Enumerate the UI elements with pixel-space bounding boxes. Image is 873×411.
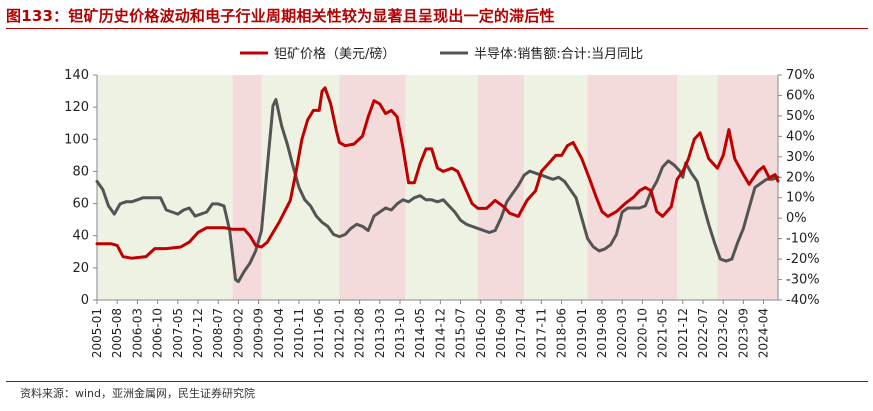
series-lines bbox=[95, 86, 780, 284]
background-band bbox=[677, 75, 718, 300]
x-tick-label: 2023-09 bbox=[736, 308, 750, 358]
y-right-tick-label: -10% bbox=[786, 232, 820, 247]
chart: 0 20 40 60 80 100 120 140 -40% -30% -20% -10% 0% 10% 2… bbox=[64, 46, 819, 358]
background-band bbox=[587, 75, 678, 300]
x-tick-label: 2016-02 bbox=[474, 308, 488, 358]
x-tick-label: 2005-08 bbox=[110, 308, 124, 358]
source-note: 资料来源：wind，亚洲金属网，民生证券研究院 bbox=[20, 387, 256, 400]
x-tick-label: 2007-12 bbox=[191, 308, 205, 358]
x-tick-label: 2012-01 bbox=[332, 308, 346, 358]
y-right-tick-label: 10% bbox=[786, 191, 815, 206]
x-tick-label: 2007-05 bbox=[171, 308, 185, 358]
x-tick-label: 2015-07 bbox=[454, 308, 468, 358]
x-tick-label: 2006-10 bbox=[151, 308, 165, 358]
x-tick-label: 2020-10 bbox=[635, 308, 649, 358]
x-tick-label: 2017-11 bbox=[534, 308, 548, 358]
y-right-tick-label: -30% bbox=[786, 273, 820, 288]
background-band bbox=[232, 75, 262, 300]
title-rule bbox=[6, 28, 868, 29]
y-left-tick-label: 20 bbox=[72, 261, 89, 276]
x-tick-label: 2010-04 bbox=[272, 308, 286, 358]
y-right-tick-label: 20% bbox=[786, 170, 815, 185]
background-band bbox=[717, 75, 778, 300]
tantalum-price-line bbox=[95, 86, 780, 260]
x-tick-label: 2011-06 bbox=[312, 308, 326, 358]
x-tick-label: 2012-08 bbox=[353, 308, 367, 358]
x-tick-label: 2010-11 bbox=[292, 308, 306, 358]
x-tick-label: 2009-09 bbox=[252, 308, 266, 358]
y-left-tick-label: 120 bbox=[64, 100, 89, 115]
background-band bbox=[524, 75, 588, 300]
y-right-tick-label: 0% bbox=[786, 211, 807, 226]
x-tick-label: 2014-12 bbox=[433, 308, 447, 358]
y-left-tick-label: 40 bbox=[72, 229, 89, 244]
y-left-tick-label: 60 bbox=[72, 197, 89, 212]
y-left-tick-label: 140 bbox=[64, 68, 89, 83]
x-tick-label: 2019-08 bbox=[595, 308, 609, 358]
y-right-tick-label: 40% bbox=[786, 129, 815, 144]
y-left-tick-label: 80 bbox=[72, 164, 89, 179]
figure-title: 图133：钽矿历史价格波动和电子行业周期相关性较为显著且呈现出一定的滞后性 bbox=[6, 7, 555, 25]
tick-labels: 0 20 40 60 80 100 120 140 -40% -30% -20% -10% 0% 10% 2… bbox=[64, 68, 819, 358]
x-tick-label: 2021-05 bbox=[656, 308, 670, 358]
semiconductor-yoy-line bbox=[95, 98, 780, 284]
y-left-tick-label: 0 bbox=[81, 293, 89, 308]
x-tick-label: 2013-10 bbox=[393, 308, 407, 358]
x-tick-label: 2021-12 bbox=[676, 308, 690, 358]
y-right-tick-label: 30% bbox=[786, 150, 815, 165]
x-tick-label: 2022-07 bbox=[696, 308, 710, 358]
x-tick-label: 2016-09 bbox=[494, 308, 508, 358]
x-tick-label: 2023-02 bbox=[716, 308, 730, 358]
x-tick-label: 2018-06 bbox=[555, 308, 569, 358]
x-tick-label: 2019-01 bbox=[575, 308, 589, 358]
x-tick-label: 2024-04 bbox=[757, 308, 771, 358]
x-tick-label: 2006-03 bbox=[130, 308, 144, 358]
x-tick-label: 2013-03 bbox=[373, 308, 387, 358]
legend: 钽矿价格（美元/磅） 半导体:销售额:合计:当月同比 bbox=[240, 46, 643, 62]
x-tick-label: 2020-03 bbox=[615, 308, 629, 358]
x-tick-label: 2009-02 bbox=[231, 308, 245, 358]
legend-item-semiconductor-yoy: 半导体:销售额:合计:当月同比 bbox=[474, 46, 643, 62]
y-right-tick-label: -40% bbox=[786, 293, 820, 308]
background-band bbox=[405, 75, 478, 300]
legend-item-tantalum-price: 钽矿价格（美元/磅） bbox=[274, 46, 395, 62]
x-tick-label: 2014-05 bbox=[413, 308, 427, 358]
axes bbox=[93, 74, 782, 304]
x-tick-label: 2017-04 bbox=[514, 308, 528, 358]
source-rule bbox=[6, 381, 868, 382]
y-right-tick-label: 60% bbox=[786, 88, 815, 103]
x-tick-label: 2005-01 bbox=[90, 308, 104, 358]
y-right-tick-label: 70% bbox=[786, 68, 815, 83]
y-right-tick-label: 50% bbox=[786, 109, 815, 124]
y-right-tick-label: -20% bbox=[786, 252, 820, 267]
background-band bbox=[97, 75, 233, 300]
y-left-tick-label: 100 bbox=[64, 132, 89, 147]
x-tick-label: 2008-07 bbox=[211, 308, 225, 358]
